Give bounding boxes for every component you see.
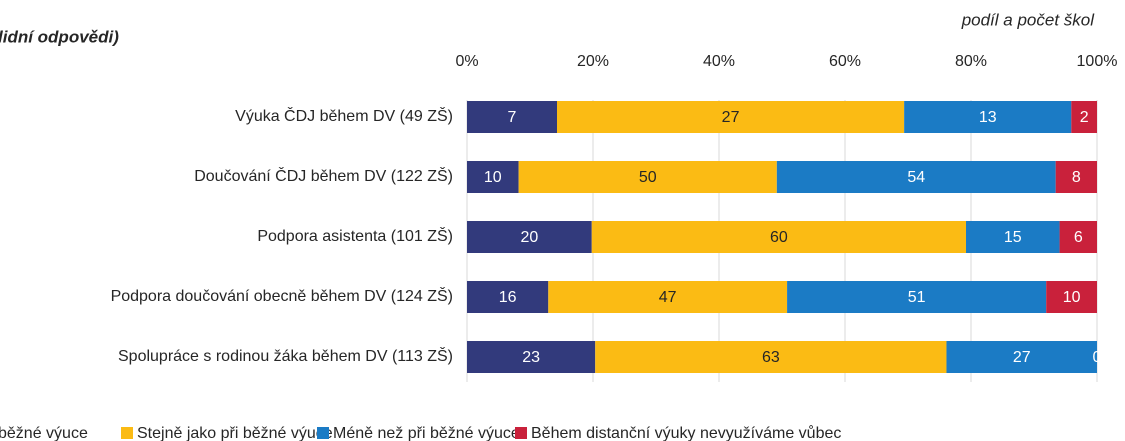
data-label: 8 — [1072, 169, 1081, 186]
data-label: 2 — [1080, 109, 1089, 126]
bar-segment — [1071, 101, 1097, 133]
legend-swatch — [317, 427, 329, 439]
bar-segment — [1055, 161, 1097, 193]
data-label: 15 — [1004, 229, 1022, 246]
bar-segment — [548, 281, 788, 313]
data-label: 60 — [770, 229, 788, 246]
data-label: 10 — [484, 169, 502, 186]
legend-label: Během distanční výuky nevyužíváme vůbec — [531, 424, 841, 441]
data-label: 63 — [762, 349, 780, 366]
bar-segment — [595, 341, 947, 373]
category-label: Podpora asistenta (101 ZŠ) — [257, 226, 453, 245]
data-label: 20 — [520, 229, 538, 246]
data-label: 50 — [639, 169, 657, 186]
bar-segment — [467, 101, 557, 133]
x-tick-label: 20% — [577, 53, 609, 70]
legend-label: běžné výuce — [0, 425, 88, 441]
legend-swatch — [121, 427, 133, 439]
bar-segment — [946, 341, 1097, 373]
bar-segment — [518, 161, 777, 193]
legend-label: Méně než při běžné výuce — [333, 425, 520, 441]
data-label: 0 — [1093, 349, 1102, 366]
category-label: Podpora doučování obecně během DV (124 Z… — [111, 286, 453, 305]
data-label: 10 — [1063, 289, 1081, 306]
x-tick-label: 40% — [703, 53, 735, 70]
data-label: 16 — [499, 289, 517, 306]
axis-label: podíl a počet škol — [961, 10, 1096, 29]
bar-segment — [467, 161, 519, 193]
bar-segment — [1059, 221, 1097, 253]
data-label: 27 — [1013, 349, 1031, 366]
legend-swatch — [515, 427, 527, 439]
data-label: 23 — [522, 349, 540, 366]
bar-segment — [467, 221, 592, 253]
data-label: 54 — [907, 169, 925, 186]
bar-segment — [966, 221, 1060, 253]
x-tick-label: 60% — [829, 53, 861, 70]
category-label: Doučování ČDJ během DV (122 ZŠ) — [194, 166, 453, 185]
bar-segment — [467, 281, 549, 313]
data-label: 13 — [979, 109, 997, 126]
bar-segment — [787, 281, 1047, 313]
bar-segment — [776, 161, 1056, 193]
x-tick-label: 0% — [455, 53, 478, 70]
x-tick-label: 80% — [955, 53, 987, 70]
bar-segment — [467, 341, 596, 373]
data-label: 27 — [722, 109, 740, 126]
x-tick-label: 100% — [1077, 53, 1118, 70]
data-label: 47 — [659, 289, 677, 306]
data-label: 7 — [508, 109, 517, 126]
data-label: 6 — [1074, 229, 1083, 246]
data-label: 51 — [908, 289, 926, 306]
chart-title: lidní odpovědi) — [0, 27, 119, 46]
bar-segment — [591, 221, 967, 253]
bar-segment — [1046, 281, 1097, 313]
bar-segment — [904, 101, 1072, 133]
category-label: Výuka ČDJ během DV (49 ZŠ) — [235, 106, 453, 125]
legend-label: Stejně jako při běžné výuce — [137, 425, 333, 441]
category-label: Spolupráce s rodinou žáka během DV (113 … — [118, 346, 453, 365]
bar-segment — [557, 101, 905, 133]
